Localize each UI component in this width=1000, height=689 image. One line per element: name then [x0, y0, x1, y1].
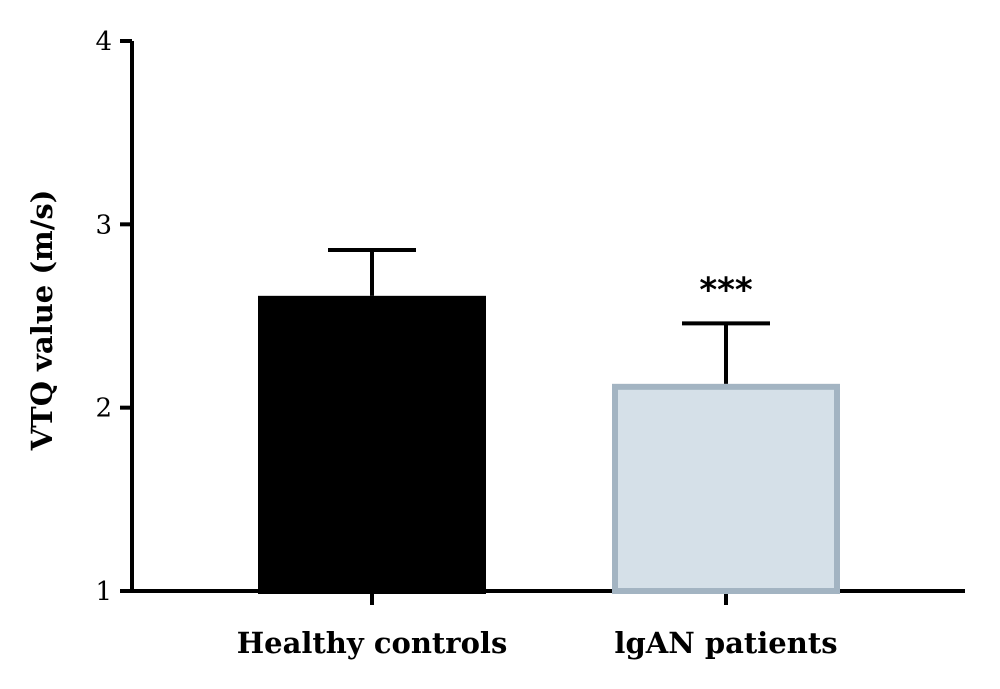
y-tick-label-3: 4: [95, 27, 112, 57]
bar-0: [258, 295, 486, 594]
y-axis-title: VTQ value (m/s): [25, 190, 59, 452]
labels: Healthy controls *** lgAN patients: [237, 270, 838, 660]
bar-1: [612, 383, 840, 595]
bars: [258, 295, 840, 595]
significance-label-1: ***: [699, 270, 753, 310]
y-tick-label-2: 3: [95, 210, 112, 240]
category-label-1: lgAN patients: [614, 626, 837, 660]
y-tick-label-1: 2: [95, 394, 112, 424]
y-tick-label-0: 1: [95, 577, 112, 607]
category-label-0: Healthy controls: [237, 626, 508, 660]
error-bars: [328, 248, 770, 384]
